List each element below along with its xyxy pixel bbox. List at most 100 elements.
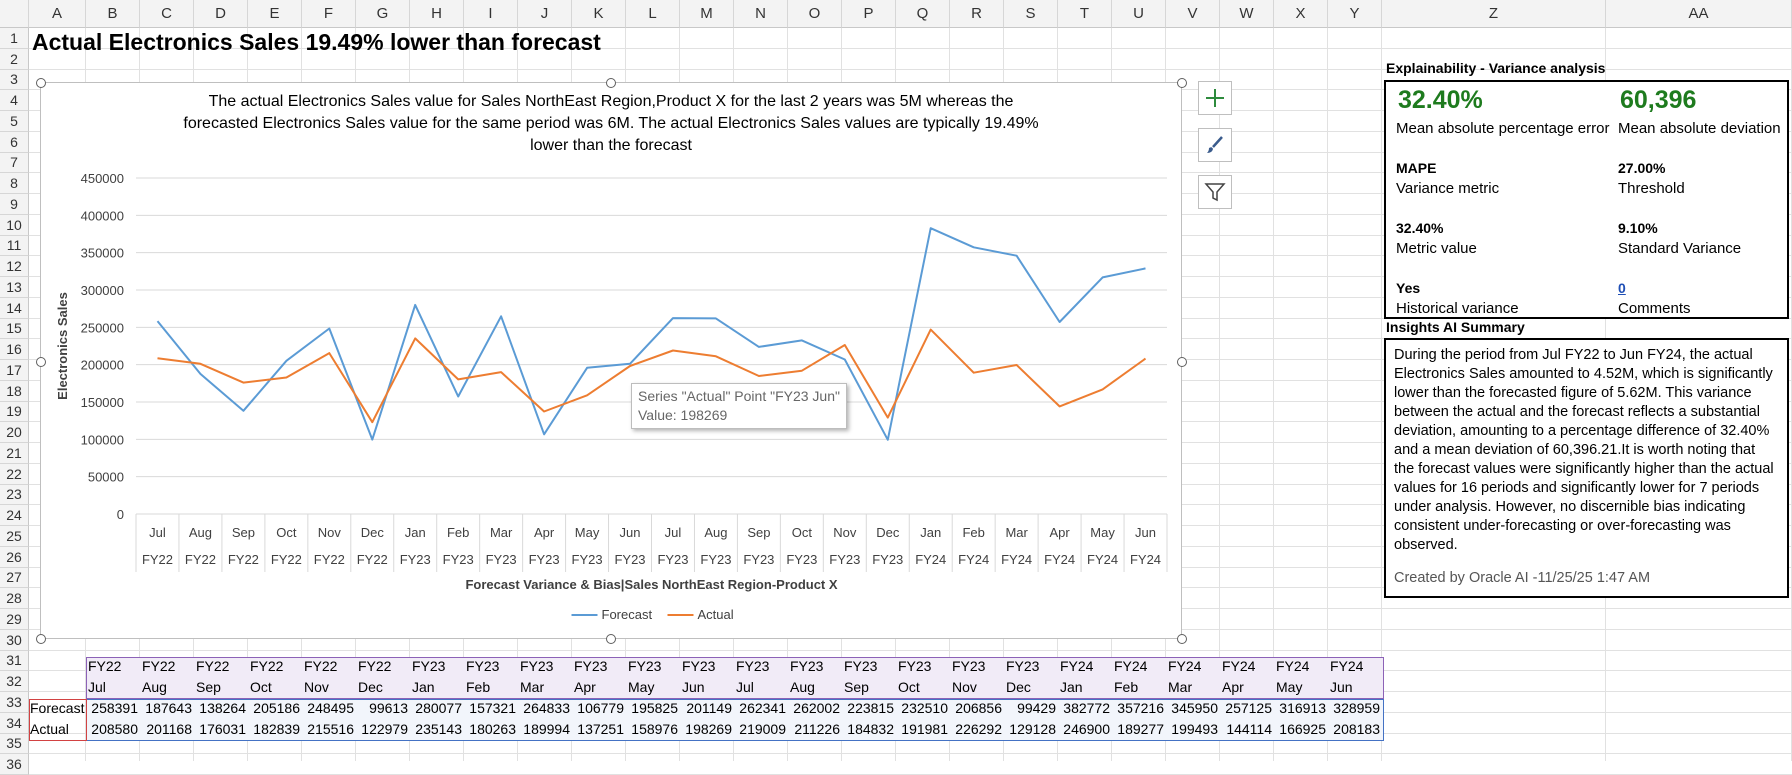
table-cell-forecast[interactable]: 232510 <box>901 700 948 716</box>
table-cell-forecast[interactable]: 316913 <box>1279 700 1326 716</box>
table-cell-forecast[interactable]: 258391 <box>91 700 138 716</box>
chart-plot[interactable]: 0 50000 100000 150000 200000 250000 300000 3500… <box>41 83 1181 638</box>
row-header-27[interactable]: 27 <box>0 567 29 589</box>
row-header-20[interactable]: 20 <box>0 422 29 443</box>
table-cell-actual[interactable]: 226292 <box>955 721 1002 737</box>
table-cell-month[interactable]: Apr <box>1222 679 1244 695</box>
table-cell-actual[interactable]: 180263 <box>469 721 516 737</box>
chart-elements-button[interactable] <box>1198 81 1232 115</box>
table-cell-forecast[interactable]: 357216 <box>1117 700 1164 716</box>
table-cell-month[interactable]: Jul <box>736 679 754 695</box>
table-cell-forecast[interactable]: 257125 <box>1225 700 1272 716</box>
table-cell-year[interactable]: FY23 <box>628 658 662 674</box>
row-header-24[interactable]: 24 <box>0 505 29 526</box>
resize-handle-ml[interactable] <box>36 357 46 367</box>
table-cell-actual[interactable]: 144114 <box>1226 721 1272 737</box>
table-cell-forecast[interactable]: 382772 <box>1063 700 1110 716</box>
row-header-22[interactable]: 22 <box>0 463 29 485</box>
table-cell-forecast[interactable]: 345950 <box>1171 700 1218 716</box>
table-cell-month[interactable]: Jun <box>1330 679 1353 695</box>
column-header-q[interactable]: Q <box>896 0 950 28</box>
row-header-11[interactable]: 11 <box>0 235 29 257</box>
row-header-14[interactable]: 14 <box>0 297 29 319</box>
table-cell-month[interactable]: Apr <box>574 679 596 695</box>
table-cell-actual[interactable]: 122979 <box>361 721 408 737</box>
chart-filters-button[interactable] <box>1198 175 1232 209</box>
resize-handle-tr[interactable] <box>1177 78 1187 88</box>
table-cell-month[interactable]: Mar <box>520 679 545 695</box>
line-chart[interactable]: The actual Electronics Sales value for S… <box>40 82 1182 639</box>
row-header-23[interactable]: 23 <box>0 484 29 506</box>
row-header-31[interactable]: 31 <box>0 650 29 672</box>
table-cell-year[interactable]: FY23 <box>520 658 554 674</box>
table-cell-month[interactable]: Feb <box>1114 679 1139 695</box>
column-header-k[interactable]: K <box>572 0 626 28</box>
table-cell-actual[interactable]: 189994 <box>523 721 570 737</box>
row-header-2[interactable]: 2 <box>0 48 29 70</box>
table-cell-actual[interactable]: 208183 <box>1333 721 1380 737</box>
table-cell-actual[interactable]: 219009 <box>739 721 786 737</box>
row-header-26[interactable]: 26 <box>0 546 29 568</box>
resize-handle-mr[interactable] <box>1177 357 1187 367</box>
table-cell-month[interactable]: Nov <box>304 679 329 695</box>
table-cell-forecast[interactable]: 187643 <box>145 700 192 716</box>
column-header-y[interactable]: Y <box>1328 0 1382 28</box>
table-cell-actual[interactable]: 201168 <box>146 721 192 737</box>
resize-handle-br[interactable] <box>1177 634 1187 644</box>
table-cell-year[interactable]: FY23 <box>1006 658 1040 674</box>
table-cell-year[interactable]: FY24 <box>1222 658 1256 674</box>
column-header-s[interactable]: S <box>1004 0 1058 28</box>
resize-handle-bc[interactable] <box>606 634 616 644</box>
table-cell-month[interactable]: Oct <box>898 679 920 695</box>
table-cell-forecast[interactable]: 201149 <box>686 700 732 716</box>
table-cell-forecast[interactable]: 99613 <box>369 700 408 716</box>
table-cell-year[interactable]: FY22 <box>196 658 230 674</box>
row-header-18[interactable]: 18 <box>0 380 29 402</box>
column-header-u[interactable]: U <box>1112 0 1166 28</box>
comments-link[interactable]: 0 <box>1618 280 1626 296</box>
table-cell-forecast[interactable]: 157321 <box>469 700 516 716</box>
table-cell-actual[interactable]: 191981 <box>901 721 948 737</box>
table-cell-month[interactable]: Jun <box>682 679 705 695</box>
table-cell-forecast[interactable]: 262341 <box>739 700 786 716</box>
resize-handle-bl[interactable] <box>36 634 46 644</box>
row-header-16[interactable]: 16 <box>0 339 29 360</box>
table-cell-year[interactable]: FY24 <box>1330 658 1364 674</box>
column-header-z[interactable]: Z <box>1382 0 1606 28</box>
row-header-36[interactable]: 36 <box>0 754 29 775</box>
table-cell-actual[interactable]: 182839 <box>253 721 300 737</box>
row-header-21[interactable]: 21 <box>0 443 29 464</box>
table-cell-month[interactable]: Jan <box>1060 679 1083 695</box>
table-cell-month[interactable]: Aug <box>790 679 815 695</box>
table-cell-month[interactable]: Sep <box>196 679 221 695</box>
row-header-8[interactable]: 8 <box>0 173 29 194</box>
row-header-3[interactable]: 3 <box>0 69 29 91</box>
row-header-29[interactable]: 29 <box>0 609 29 630</box>
table-cell-year[interactable]: FY24 <box>1276 658 1310 674</box>
row-header-32[interactable]: 32 <box>0 671 29 692</box>
table-cell-year[interactable]: FY24 <box>1114 658 1148 674</box>
table-header-range[interactable] <box>86 657 1384 699</box>
table-cell-year[interactable]: FY22 <box>358 658 392 674</box>
column-header-i[interactable]: I <box>464 0 518 28</box>
table-cell-forecast[interactable]: 280077 <box>415 700 462 716</box>
table-cell-actual[interactable]: 211226 <box>794 721 840 737</box>
table-cell-year[interactable]: FY22 <box>250 658 284 674</box>
row-header-33[interactable]: 33 <box>0 692 29 713</box>
table-cell-month[interactable]: Aug <box>142 679 167 695</box>
column-header-o[interactable]: O <box>788 0 842 28</box>
row-header-34[interactable]: 34 <box>0 712 29 734</box>
table-cell-actual[interactable]: 199493 <box>1171 721 1218 737</box>
row-header-12[interactable]: 12 <box>0 256 29 277</box>
table-cell-actual[interactable]: 137251 <box>577 721 624 737</box>
table-values-range[interactable] <box>86 699 1384 741</box>
column-header-b[interactable]: B <box>86 0 140 28</box>
row-header-19[interactable]: 19 <box>0 401 29 423</box>
column-header-aa[interactable]: AA <box>1606 0 1792 28</box>
row-header-4[interactable]: 4 <box>0 90 29 111</box>
table-cell-month[interactable]: Feb <box>466 679 491 695</box>
table-cell-actual[interactable]: 184832 <box>847 721 894 737</box>
table-cell-month[interactable]: May <box>628 679 655 695</box>
column-header-m[interactable]: M <box>680 0 734 28</box>
table-cell-actual[interactable]: 235143 <box>415 721 462 737</box>
